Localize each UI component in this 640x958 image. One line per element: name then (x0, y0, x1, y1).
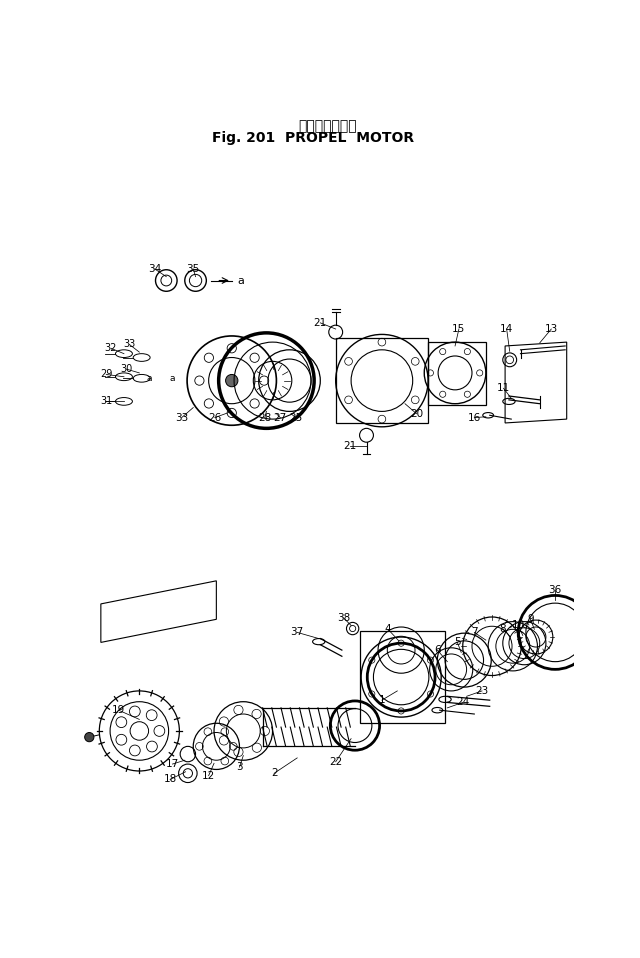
Text: a: a (170, 374, 175, 383)
Circle shape (225, 375, 238, 387)
Text: 3: 3 (236, 763, 243, 772)
Text: 6: 6 (434, 645, 441, 655)
Text: 10: 10 (511, 621, 525, 630)
Text: a: a (237, 276, 244, 285)
Text: 27: 27 (274, 413, 287, 422)
Text: 15: 15 (452, 324, 465, 334)
Text: 9: 9 (527, 614, 534, 625)
Text: Fig. 201  PROPEL  MOTOR: Fig. 201 PROPEL MOTOR (212, 131, 413, 145)
Text: 30: 30 (120, 364, 132, 374)
Text: 26: 26 (208, 413, 221, 422)
Text: 23: 23 (476, 686, 488, 696)
Text: 17: 17 (166, 759, 179, 769)
Text: 11: 11 (497, 383, 510, 394)
Circle shape (84, 733, 94, 741)
Bar (336, 338, 428, 423)
Text: 34: 34 (148, 264, 161, 274)
Text: 31: 31 (100, 397, 113, 406)
Text: 20: 20 (410, 409, 423, 419)
Text: 32: 32 (105, 343, 117, 354)
Text: 37: 37 (291, 627, 304, 637)
Text: 14: 14 (500, 324, 513, 334)
Text: 35: 35 (187, 264, 200, 274)
Text: 29: 29 (100, 370, 113, 379)
Text: 19: 19 (112, 705, 125, 716)
Text: 1: 1 (379, 696, 385, 705)
Text: 2: 2 (271, 768, 277, 778)
Text: 18: 18 (164, 774, 177, 785)
Text: 4: 4 (385, 625, 392, 634)
Text: 24: 24 (456, 697, 469, 707)
Text: 22: 22 (329, 757, 342, 766)
Text: 21: 21 (314, 318, 327, 328)
Bar (428, 342, 486, 405)
Text: 13: 13 (545, 324, 558, 334)
Text: 36: 36 (548, 585, 562, 595)
Text: 走　行　モータ: 走 行 モータ (299, 119, 357, 133)
Text: 38: 38 (337, 613, 350, 623)
Text: 21: 21 (343, 441, 356, 451)
Text: 25: 25 (289, 413, 302, 422)
Bar (360, 631, 445, 723)
Text: 5: 5 (454, 637, 461, 648)
Text: 33: 33 (124, 339, 136, 350)
Text: 7: 7 (471, 627, 477, 637)
Text: 12: 12 (202, 770, 215, 781)
Text: 16: 16 (468, 413, 481, 422)
Text: 28: 28 (258, 413, 271, 422)
Text: a: a (147, 374, 152, 383)
Text: 8: 8 (499, 624, 506, 633)
Text: 33: 33 (175, 413, 188, 422)
